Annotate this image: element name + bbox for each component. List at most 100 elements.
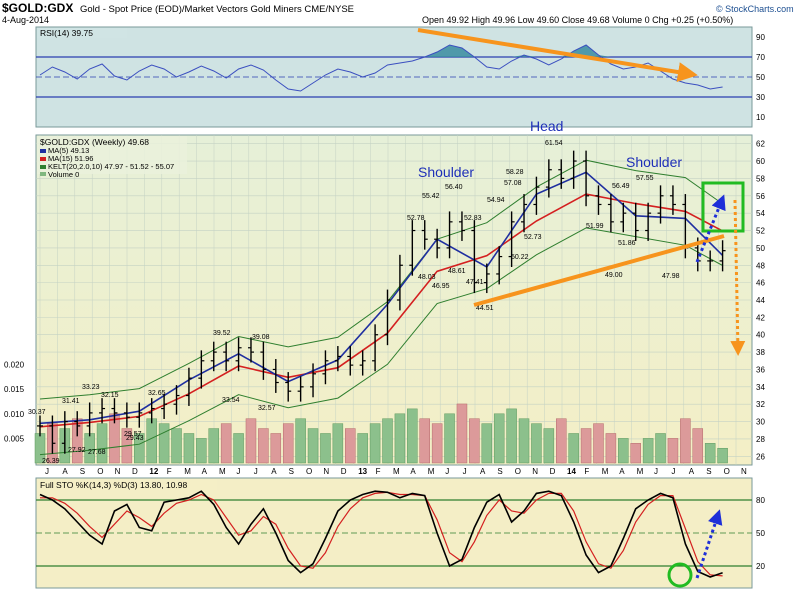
price-data-label: 51.99 <box>586 223 604 230</box>
price-data-label: 58.28 <box>506 169 524 176</box>
sto-tick-labels: 20 50 80 <box>756 496 765 571</box>
volume-bar <box>146 418 157 464</box>
volume-bar <box>96 423 108 464</box>
x-tick-label: J <box>654 467 658 476</box>
x-tick-label: M <box>393 467 400 476</box>
price-tick-40: 40 <box>756 331 765 340</box>
price-tick-52: 52 <box>756 227 765 236</box>
x-tick-label: M <box>602 467 609 476</box>
price-data-label: 57.55 <box>636 175 654 182</box>
projected-up-arrow <box>695 194 726 263</box>
volume-bar <box>282 423 294 464</box>
sto-tick-80: 80 <box>756 496 765 505</box>
x-tick-label: J <box>254 467 258 476</box>
price-data-label: 48.03 <box>418 274 436 281</box>
price-tick-62: 62 <box>756 140 765 149</box>
volume-tick: 0.010 <box>4 410 25 419</box>
projected-down-arrow <box>730 199 746 356</box>
volume-bar <box>345 428 356 464</box>
volume-bar <box>220 423 232 464</box>
x-tick-label: D <box>341 467 347 476</box>
price-tick-26: 26 <box>756 452 765 461</box>
volume-bar <box>158 423 170 464</box>
x-tick-label: J <box>463 467 467 476</box>
rsi-panel: 10 30 50 70 90 RSI(14) 39.75 <box>35 26 765 128</box>
price-tick-34: 34 <box>756 383 765 392</box>
volume-bar <box>183 433 195 464</box>
volume-bar <box>270 433 282 464</box>
price-data-label: 29.57 <box>124 431 142 438</box>
volume-bar <box>431 423 443 464</box>
x-tick-label: A <box>62 467 68 476</box>
volume-bar <box>369 423 381 464</box>
volume-tick-labels: 0.005 0.010 0.015 0.020 <box>4 361 25 444</box>
price-data-label: 29.43 <box>126 435 144 442</box>
price-tick-46: 46 <box>756 279 765 288</box>
price-legend-title: $GOLD:GDX (Weekly) 49.68 <box>40 137 149 147</box>
x-tick-label: J <box>236 467 240 476</box>
sto-up-arrow <box>695 509 723 579</box>
volume-bar <box>531 423 542 464</box>
rsi-overbought-fill <box>40 45 723 57</box>
x-tick-label: A <box>480 467 486 476</box>
volume-bar <box>642 438 654 464</box>
volume-tick: 0.005 <box>4 434 25 443</box>
rsi-tick-30: 30 <box>756 93 765 102</box>
price-data-label: 26.39 <box>42 458 60 465</box>
volume-bar <box>518 418 530 464</box>
x-tick-label: J <box>671 467 675 476</box>
x-tick-label: 13 <box>358 467 367 476</box>
price-tick-58: 58 <box>756 174 765 183</box>
x-tick-label: M <box>184 467 191 476</box>
x-tick-label: D <box>550 467 556 476</box>
price-tick-38: 38 <box>756 348 765 357</box>
right-shoulder-label: Shoulder <box>626 154 682 170</box>
volume-bar <box>332 423 344 464</box>
x-tick-label: M <box>428 467 435 476</box>
price-data-label: 27.68 <box>88 449 106 456</box>
x-tick-label: F <box>584 467 589 476</box>
x-tick-label: D <box>132 467 138 476</box>
price-data-label: 52.73 <box>524 234 542 241</box>
volume-tick: 0.015 <box>4 385 25 394</box>
x-tick-label: N <box>532 467 538 476</box>
price-data-label: 52.83 <box>464 215 482 222</box>
volume-bar <box>680 418 691 464</box>
volume-bar <box>717 447 728 464</box>
volume-bar <box>667 438 679 464</box>
x-tick-label: F <box>376 467 381 476</box>
price-panel: 26 28 30 32 34 36 38 40 42 44 46 48 50 52 54 56 58 60 62 0… <box>4 118 765 476</box>
rsi-grid <box>36 56 752 98</box>
price-tick-36: 36 <box>756 365 765 374</box>
sto-k-line <box>39 490 723 578</box>
sto-grid <box>36 499 752 567</box>
price-data-label: 54.94 <box>487 197 505 204</box>
chart-title: Gold - Spot Price (EOD)/Market Vectors G… <box>80 4 354 15</box>
chart-date: 4-Aug-2014 <box>2 15 49 25</box>
volume-bar <box>382 418 393 464</box>
x-tick-label: S <box>497 467 502 476</box>
x-axis-labels: J A S O N D 12 F M A M J J A S O N D 13 F M A M J J A S O N D 14 F M A M J J… <box>45 467 747 476</box>
price-tick-42: 42 <box>756 313 765 322</box>
volume-bar <box>568 433 579 464</box>
volume-bar <box>481 423 493 464</box>
rsi-tick-50: 50 <box>756 73 765 82</box>
rsi-tick-labels: 10 30 50 70 90 <box>756 33 765 122</box>
x-tick-label: O <box>724 467 730 476</box>
volume-bar <box>618 438 629 464</box>
x-tick-label: M <box>637 467 644 476</box>
price-tick-32: 32 <box>756 400 765 409</box>
sto-tick-50: 50 <box>756 529 765 538</box>
x-tick-label: A <box>202 467 208 476</box>
price-tick-56: 56 <box>756 192 765 201</box>
volume-bar <box>469 418 480 464</box>
price-data-label: 56.40 <box>445 184 463 191</box>
rsi-legend: RSI(14) 39.75 <box>40 28 93 38</box>
legend-kelt: KELT(20,2.0,10) 47.97 - 51.52 - 55.07 <box>48 162 174 171</box>
volume-bar <box>543 428 555 464</box>
price-data-label: 51.86 <box>618 240 636 247</box>
volume-bar <box>307 428 319 464</box>
rsi-tick-70: 70 <box>756 53 765 62</box>
price-data-label: 44.51 <box>476 305 494 312</box>
